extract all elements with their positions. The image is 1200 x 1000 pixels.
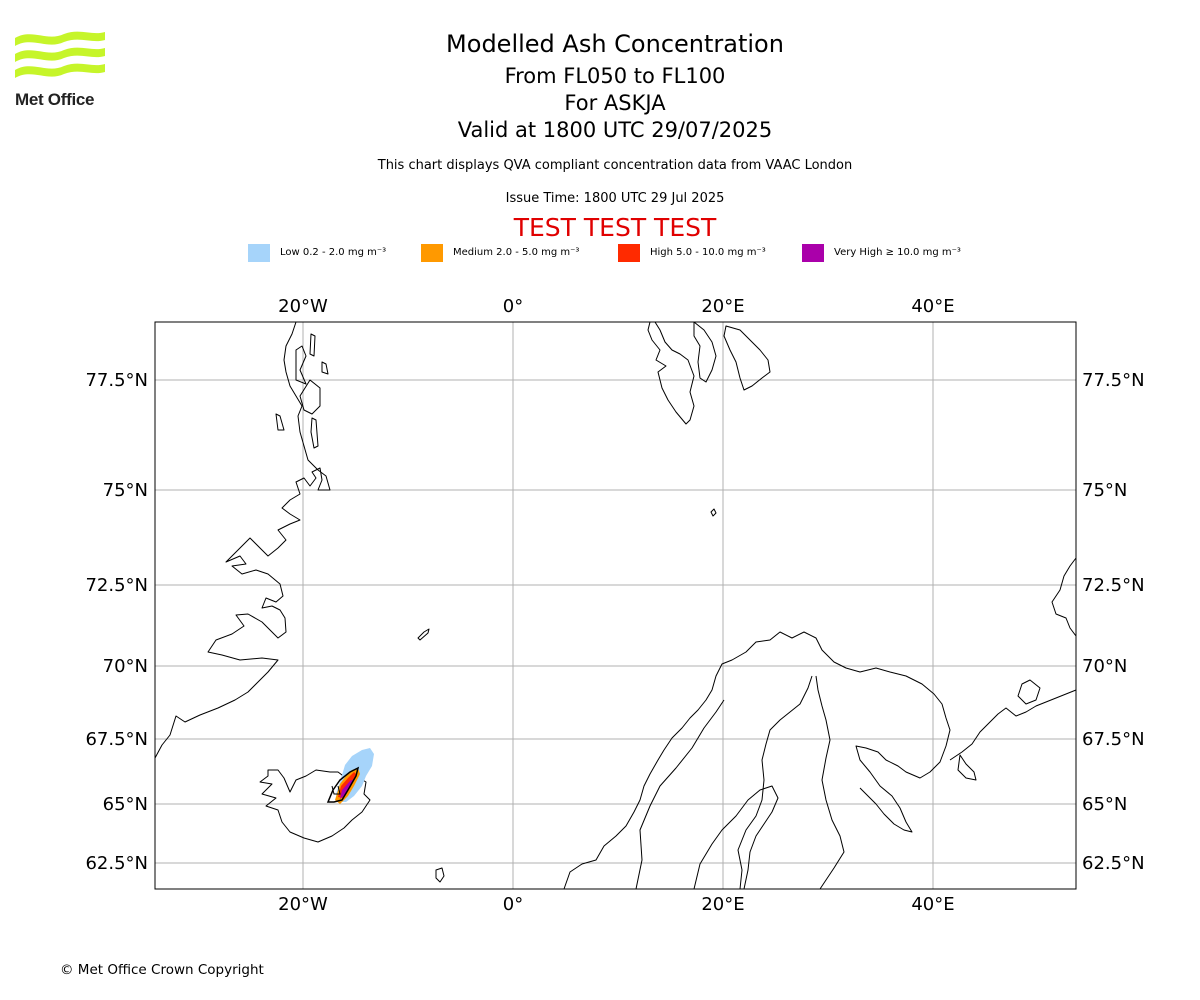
lon-label-top-20w: 20°W — [278, 296, 328, 317]
svalbard-main — [647, 321, 695, 425]
lat-label-left-67-5: 67.5°N — [85, 729, 148, 750]
coastlines — [154, 321, 1077, 890]
lat-label-left-62-5: 62.5°N — [85, 853, 148, 874]
ash-plume-very-high — [340, 779, 354, 799]
legend-label-high: High 5.0 - 10.0 mg m⁻³ — [650, 247, 766, 258]
novaya-zemlya — [1051, 557, 1077, 637]
jan-mayen-island — [417, 628, 430, 641]
met-office-logo: Met Office — [12, 28, 112, 113]
lat-label-left-70: 70°N — [103, 656, 148, 677]
lon-label-top-40e: 40°E — [911, 296, 954, 317]
legend-swatch-low — [248, 244, 270, 262]
sweden-norway-border — [635, 699, 725, 890]
legend-label-very-high: Very High ≥ 10.0 mg m⁻³ — [834, 247, 961, 258]
legend-label-low: Low 0.2 - 2.0 mg m⁻³ — [280, 247, 387, 258]
map-gridlines — [155, 322, 1076, 889]
chart-description: This chart displays QVA compliant concen… — [377, 158, 853, 173]
legend-swatch-medium — [421, 244, 443, 262]
greenland-inlet-2 — [299, 379, 321, 415]
test-banner: TEST TEST TEST — [513, 213, 717, 242]
chart-title: Modelled Ash Concentration — [446, 30, 784, 58]
legend-swatch-high — [618, 244, 640, 262]
lat-label-right-67-5: 67.5°N — [1082, 729, 1145, 750]
lat-label-right-75: 75°N — [1082, 480, 1127, 501]
legend-swatch-very-high — [802, 244, 824, 262]
lat-label-left-75: 75°N — [103, 480, 148, 501]
sweden-finland-border — [737, 675, 813, 890]
faroe-islands — [435, 867, 445, 883]
russia-coast — [949, 689, 1077, 761]
gulf-of-bothnia — [693, 785, 779, 890]
bear-island — [710, 508, 717, 517]
lon-label-top-20e: 20°E — [701, 296, 744, 317]
greenland-coast — [154, 321, 331, 759]
kolguev-island — [1017, 679, 1041, 705]
lat-label-right-70: 70°N — [1082, 656, 1127, 677]
lat-label-right-65: 65°N — [1082, 794, 1127, 815]
ash-plume-outline-2 — [331, 785, 341, 795]
greenland-island-1 — [310, 417, 319, 449]
copyright-notice: © Met Office Crown Copyright — [60, 962, 264, 978]
lat-label-left-77-5: 77.5°N — [85, 370, 148, 391]
map-frame — [154, 321, 1077, 890]
lon-label-bottom-40e: 40°E — [911, 894, 954, 915]
norway-coast — [563, 631, 951, 890]
flight-level-range: From FL050 to FL100 — [504, 64, 726, 88]
kola-inner — [957, 754, 977, 781]
lon-label-top-0: 0° — [503, 296, 523, 317]
svalbard-east — [693, 321, 717, 383]
volcano-name: For ASKJA — [564, 91, 666, 115]
logo-text: Met Office — [15, 90, 95, 109]
lon-label-bottom-0: 0° — [503, 894, 523, 915]
lat-label-right-62-5: 62.5°N — [1082, 853, 1145, 874]
nordaustlandet — [723, 325, 771, 391]
lat-label-right-72-5: 72.5°N — [1082, 575, 1145, 596]
greenland-island-4 — [309, 333, 316, 357]
finland-russia-border — [815, 675, 845, 890]
iceland-coast — [259, 769, 371, 843]
lat-label-left-65: 65°N — [103, 794, 148, 815]
lon-label-bottom-20e: 20°E — [701, 894, 744, 915]
lat-label-left-72-5: 72.5°N — [85, 575, 148, 596]
legend-label-medium: Medium 2.0 - 5.0 mg m⁻³ — [453, 247, 580, 258]
ash-plume-outline — [326, 766, 360, 803]
lon-label-bottom-20w: 20°W — [278, 894, 328, 915]
lat-label-right-77-5: 77.5°N — [1082, 370, 1145, 391]
greenland-island-2 — [275, 413, 285, 431]
greenland-inlet-1 — [295, 345, 307, 385]
issue-time: Issue Time: 1800 UTC 29 Jul 2025 — [505, 191, 725, 206]
greenland-island-3 — [321, 361, 329, 375]
ash-plume — [326, 748, 374, 804]
valid-time: Valid at 1800 UTC 29/07/2025 — [457, 118, 773, 142]
met-office-waves-icon — [15, 31, 105, 78]
